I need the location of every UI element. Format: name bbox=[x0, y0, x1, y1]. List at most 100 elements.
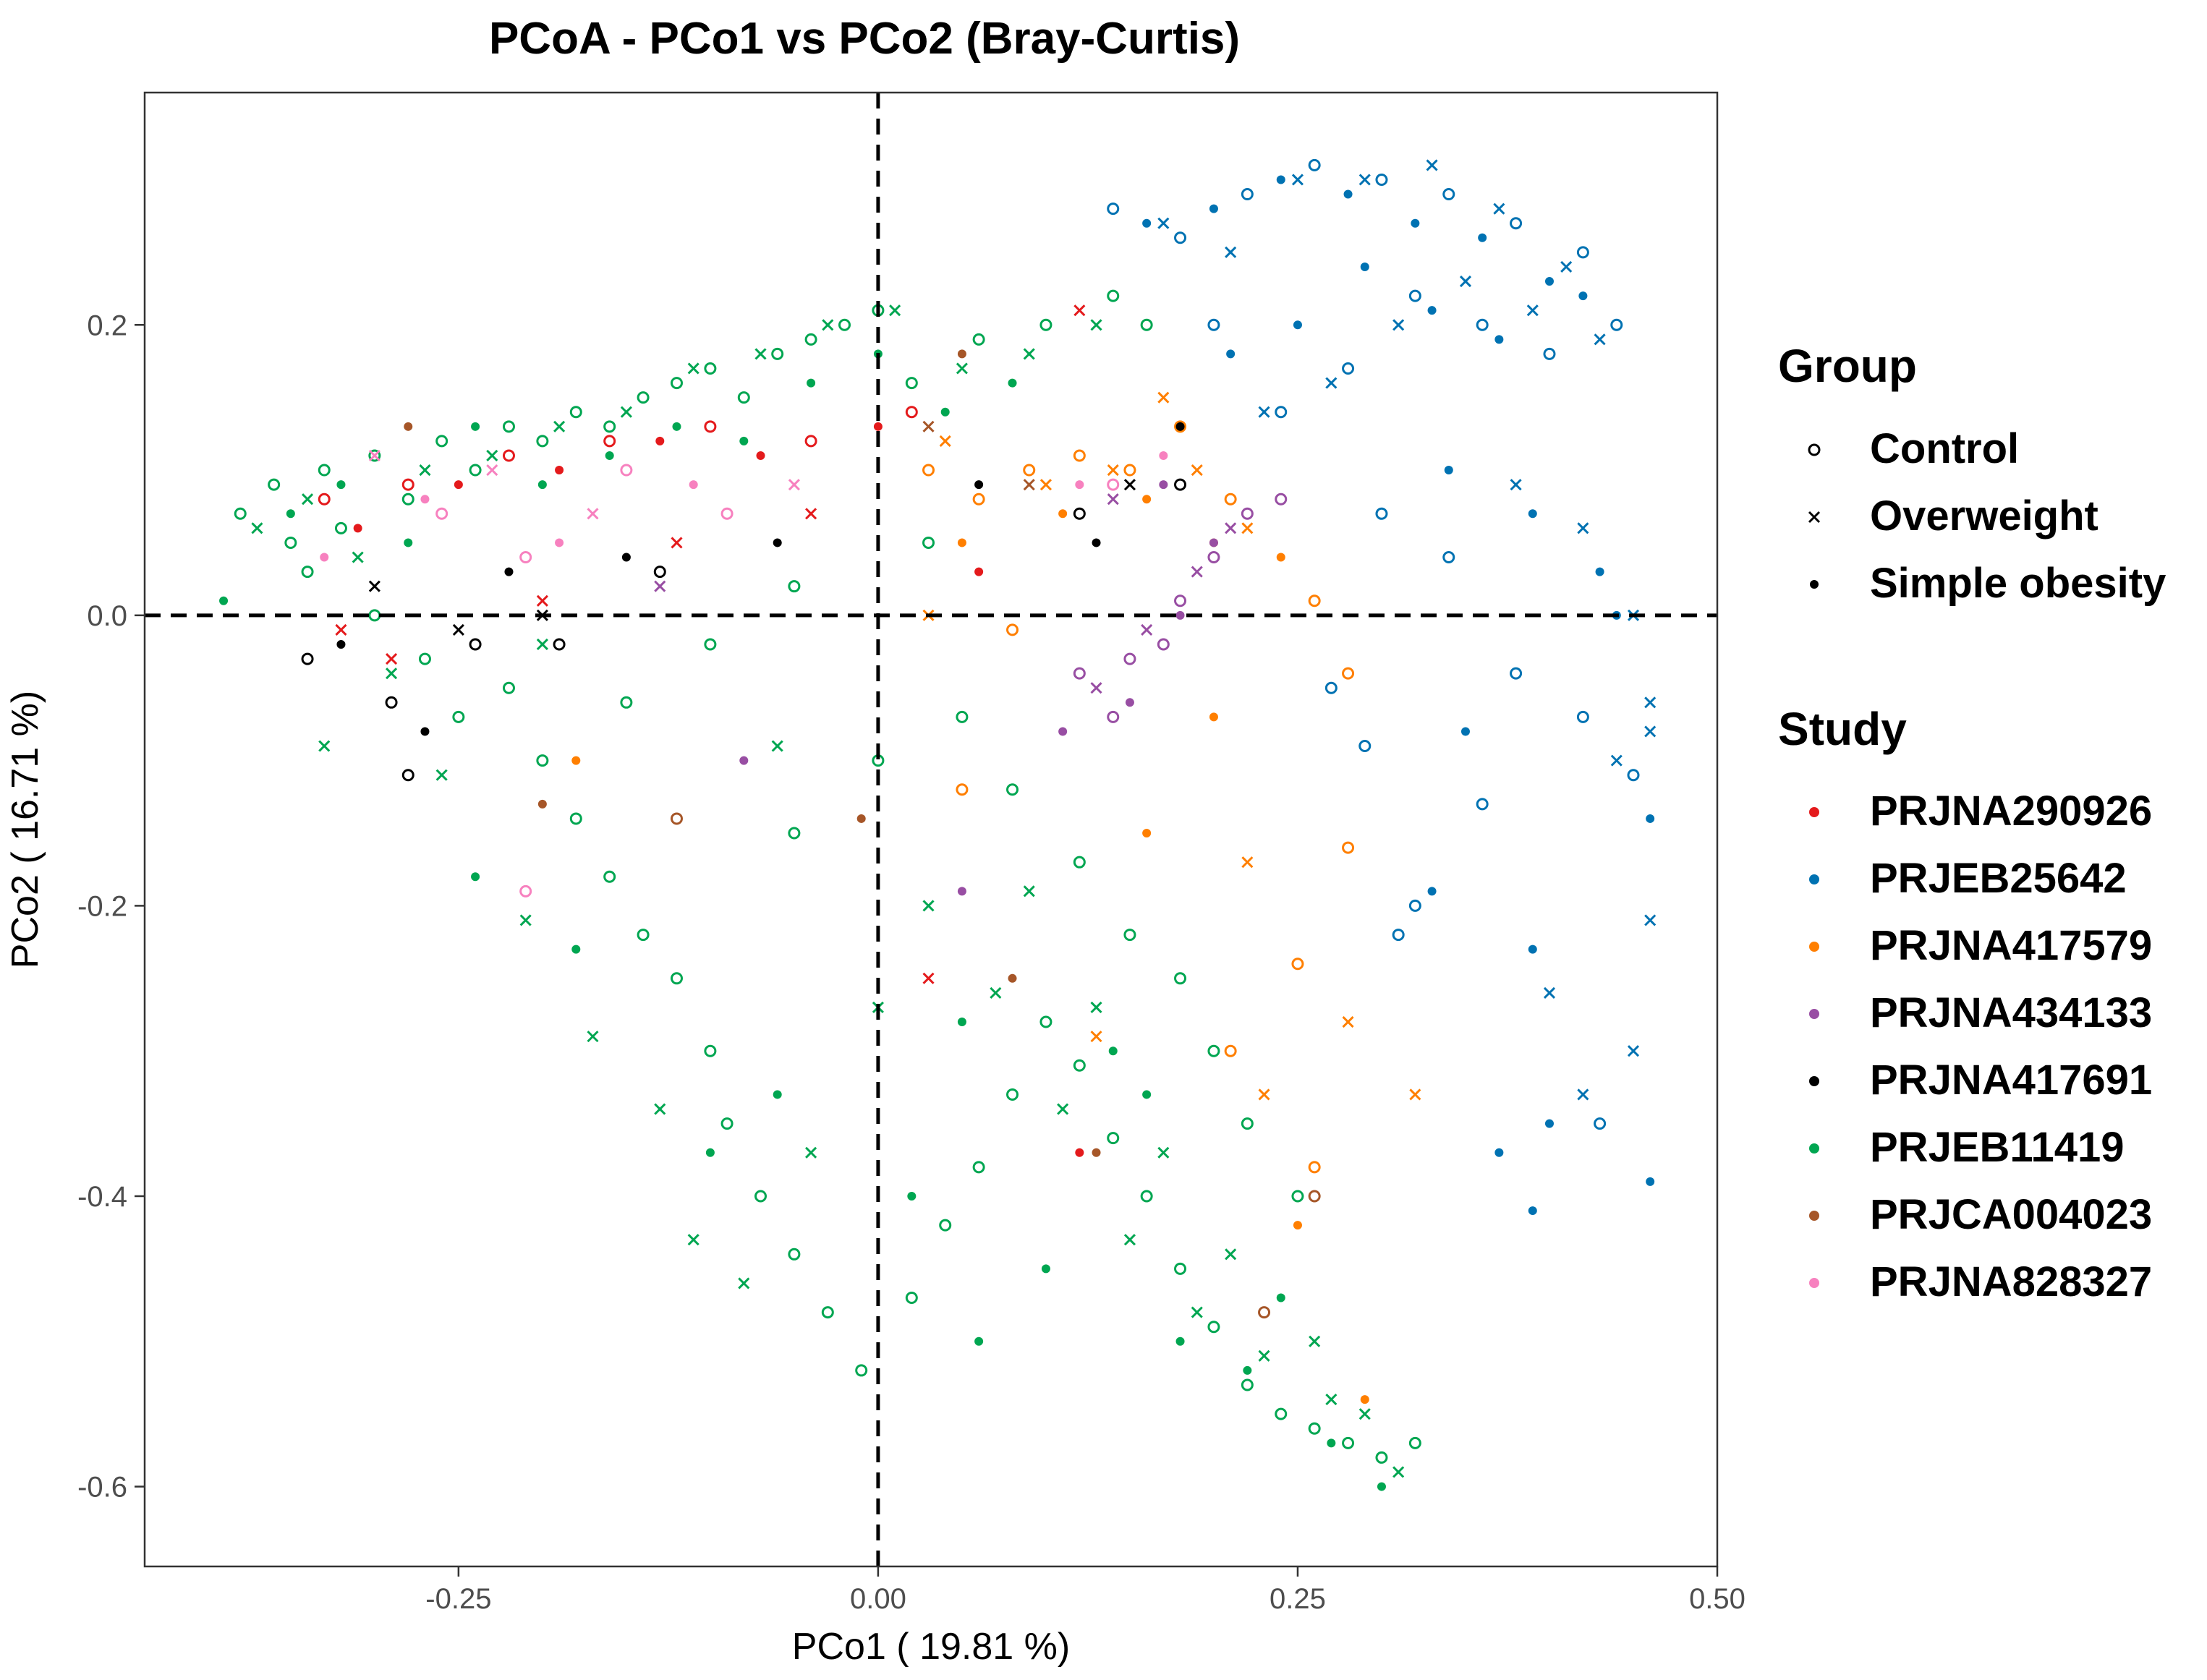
data-point bbox=[1276, 553, 1285, 562]
data-point bbox=[1107, 289, 1120, 302]
data-point bbox=[620, 464, 633, 477]
data-point bbox=[1008, 973, 1017, 983]
data-point bbox=[1646, 814, 1655, 823]
data-point bbox=[1408, 289, 1421, 302]
data-point bbox=[418, 652, 431, 665]
data-point bbox=[1107, 710, 1120, 723]
data-point bbox=[1073, 856, 1086, 869]
legend-key-prjna417691 bbox=[1809, 1076, 1819, 1086]
legend-key-control bbox=[1808, 443, 1821, 456]
data-point bbox=[654, 1103, 666, 1115]
data-point bbox=[1627, 769, 1640, 782]
data-point bbox=[1090, 1001, 1102, 1014]
data-point bbox=[805, 508, 817, 520]
data-point bbox=[1041, 1264, 1050, 1274]
data-point bbox=[1108, 1046, 1118, 1056]
data-point bbox=[454, 480, 463, 490]
data-point bbox=[502, 449, 515, 462]
data-point bbox=[1175, 422, 1185, 431]
data-point bbox=[1595, 567, 1604, 576]
data-point bbox=[1107, 478, 1120, 491]
data-point bbox=[1241, 507, 1254, 520]
data-point bbox=[553, 638, 566, 651]
legend-label-prjeb11419: PRJEB11419 bbox=[1870, 1124, 2124, 1171]
legend-label-simple-obesity: Simple obesity bbox=[1870, 560, 2166, 607]
legend-label-prjna434133: PRJNA434133 bbox=[1870, 989, 2152, 1036]
group-legend: Group Control Overweight Simple obesity bbox=[1778, 340, 2166, 607]
data-point bbox=[301, 652, 314, 665]
legend-key-prjna417579 bbox=[1809, 942, 1819, 952]
data-point bbox=[603, 870, 616, 883]
legend-label-prjca004023: PRJCA004023 bbox=[1870, 1191, 2152, 1238]
data-point bbox=[788, 479, 800, 491]
legend-label-overweight: Overweight bbox=[1870, 493, 2098, 540]
data-point bbox=[1039, 1015, 1053, 1028]
data-point bbox=[1358, 174, 1371, 186]
data-point bbox=[318, 493, 331, 506]
data-point bbox=[1476, 798, 1489, 811]
data-point bbox=[974, 1336, 984, 1346]
data-point bbox=[922, 900, 935, 912]
data-point bbox=[1006, 1088, 1019, 1101]
data-point bbox=[957, 887, 966, 896]
data-point bbox=[754, 348, 767, 360]
data-point bbox=[401, 478, 414, 491]
data-point bbox=[386, 653, 398, 665]
data-point bbox=[1209, 538, 1218, 547]
data-point bbox=[555, 466, 564, 475]
data-point bbox=[1092, 1148, 1101, 1157]
data-point bbox=[286, 509, 295, 519]
data-point bbox=[1325, 1394, 1338, 1406]
data-point bbox=[905, 377, 918, 390]
data-point bbox=[1191, 566, 1203, 578]
data-point bbox=[939, 435, 951, 447]
data-point bbox=[1157, 1146, 1170, 1159]
data-point bbox=[956, 362, 968, 375]
chart-title: PCoA - PCo1 vs PCo2 (Bray-Curtis) bbox=[488, 14, 1241, 64]
data-point bbox=[804, 333, 817, 346]
data-point bbox=[1544, 1119, 1554, 1128]
legend-key-prjca004023 bbox=[1809, 1211, 1819, 1221]
data-point bbox=[536, 638, 548, 651]
data-point bbox=[687, 362, 699, 375]
data-point bbox=[553, 420, 566, 432]
legend-key-prjna434133 bbox=[1809, 1009, 1819, 1019]
legend-key-simple-obesity bbox=[1810, 580, 1819, 589]
data-point bbox=[404, 422, 413, 431]
data-point bbox=[972, 1161, 985, 1174]
data-point bbox=[435, 435, 448, 448]
data-point bbox=[1544, 277, 1554, 286]
data-point bbox=[1023, 464, 1036, 477]
data-point bbox=[1426, 159, 1438, 171]
data-point bbox=[1258, 406, 1270, 418]
data-point bbox=[234, 507, 247, 520]
data-point bbox=[1411, 218, 1420, 228]
data-point bbox=[1023, 479, 1035, 491]
data-point bbox=[301, 566, 314, 579]
data-point bbox=[637, 391, 650, 404]
data-point bbox=[1392, 1466, 1405, 1478]
data-point bbox=[1476, 318, 1489, 331]
data-point bbox=[1073, 667, 1086, 680]
data-point bbox=[301, 493, 314, 506]
data-point bbox=[1174, 972, 1187, 985]
data-point bbox=[1342, 362, 1355, 375]
data-point bbox=[419, 464, 431, 477]
data-point bbox=[922, 972, 935, 984]
plot-panel-border bbox=[143, 91, 1719, 1568]
data-point bbox=[687, 1234, 699, 1246]
data-point bbox=[1225, 246, 1237, 258]
data-point bbox=[1610, 318, 1623, 331]
data-point bbox=[1627, 1045, 1640, 1057]
group-legend-title: Group bbox=[1778, 340, 1917, 392]
data-point bbox=[1543, 347, 1556, 360]
data-point bbox=[972, 493, 985, 506]
data-point bbox=[469, 464, 482, 477]
data-point bbox=[873, 422, 883, 431]
data-point bbox=[352, 551, 364, 563]
data-point bbox=[1644, 696, 1657, 709]
data-point bbox=[1073, 304, 1086, 317]
data-point bbox=[1528, 945, 1537, 954]
data-point bbox=[1494, 335, 1504, 344]
data-point bbox=[336, 480, 346, 490]
